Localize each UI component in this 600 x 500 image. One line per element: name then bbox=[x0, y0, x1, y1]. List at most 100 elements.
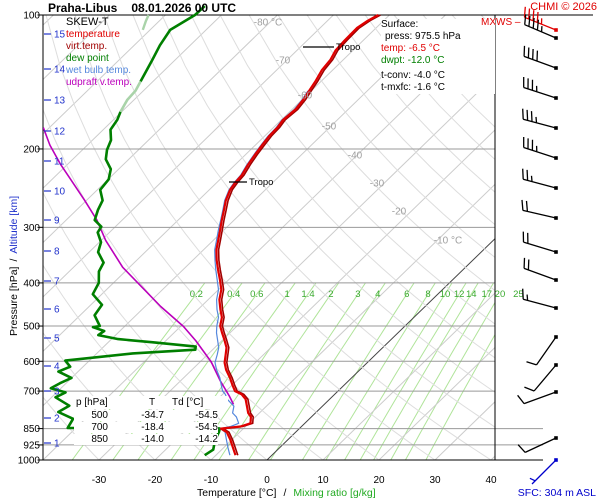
dewpoint-pale-mid-curve bbox=[119, 80, 142, 113]
table-row: 850 -14.0 -14.2 bbox=[74, 434, 228, 445]
pressure-tick-label: 700 bbox=[23, 387, 40, 398]
altitude-tick-label: 10 bbox=[54, 187, 66, 198]
temp-tick-label: 30 bbox=[429, 475, 441, 486]
tropopause-markers bbox=[229, 46, 334, 183]
wind-barb bbox=[523, 45, 557, 69]
wind-barb bbox=[517, 437, 557, 453]
surface-wind bbox=[529, 459, 557, 485]
temp-tick-label: -10 bbox=[204, 475, 219, 486]
max-wind bbox=[523, 6, 557, 31]
legend-item-updraft: udpraft v.temp. bbox=[66, 77, 132, 88]
surface-title: Surface: bbox=[381, 19, 419, 30]
wind-barb bbox=[522, 168, 557, 189]
isotherm-label: -40 bbox=[348, 151, 363, 162]
mixing-ratio-label: 2 bbox=[328, 289, 333, 300]
altitude-tick-label: 13 bbox=[54, 96, 66, 107]
pressure-tick-label: 925 bbox=[23, 440, 40, 451]
surface-dewpoint: dwpt: -12.0 °C bbox=[381, 55, 445, 66]
altitude-tick-label: 3 bbox=[54, 387, 60, 398]
altitude-tick-label: 14 bbox=[54, 65, 66, 76]
temp-tick-label: 10 bbox=[317, 475, 329, 486]
wind-barb bbox=[524, 14, 557, 39]
x-axis-title: Temperature [°C] / Mixing ratio [g/kg] bbox=[197, 487, 376, 499]
legend-item-temperature: temperature bbox=[66, 29, 120, 40]
isotherm-label: -20 bbox=[392, 207, 407, 218]
mixing-ratio-label: 1 bbox=[285, 289, 290, 300]
dewpoint-upper-curve bbox=[139, 5, 206, 83]
isotherm-label: -80 °C bbox=[254, 18, 282, 29]
legend-item-wet-bulb: wet bulb temp. bbox=[66, 65, 132, 76]
updraft-virtual-temperature-curve bbox=[43, 127, 235, 405]
wind-barb bbox=[523, 257, 557, 281]
mixing-ratio-label: 12 bbox=[454, 289, 465, 300]
altitude-tick-label: 9 bbox=[54, 216, 60, 227]
legend-title: SKEW-T bbox=[66, 16, 109, 28]
mxws-label: MXWS – bbox=[481, 17, 521, 28]
wind-barb bbox=[522, 288, 557, 309]
legend-item-dew-point: dew point bbox=[66, 53, 109, 64]
col-temperature: T bbox=[148, 397, 156, 408]
mixing-ratio-label: 8 bbox=[425, 289, 430, 300]
plot-border bbox=[42, 14, 593, 461]
altitude-tick-label: 5 bbox=[54, 334, 60, 345]
mixing-ratio-label: 25 bbox=[513, 289, 524, 300]
mixing-ratio-label: 4 bbox=[375, 289, 380, 300]
pressure-tick-label: 850 bbox=[23, 424, 40, 435]
mixing-ratio-label: 3 bbox=[355, 289, 360, 300]
dewpoint-pale-top-curve bbox=[141, 14, 150, 31]
wind-barb bbox=[524, 364, 557, 392]
altitude-tick-label: 8 bbox=[54, 247, 60, 258]
isotherm-label: -10 °C bbox=[434, 236, 462, 247]
sounding-datetime: 08.01.2026 00 UTC bbox=[131, 1, 237, 15]
isotherm-label: -30 bbox=[370, 179, 385, 190]
page-title: Praha-Libus 08.01.2026 00 UTC bbox=[48, 1, 236, 15]
sounding-curves bbox=[43, 5, 381, 457]
legend: SKEW-T temperature virt.temp. dew point … bbox=[66, 16, 132, 89]
pressure-tick-label: 300 bbox=[23, 223, 40, 234]
surface-info-box: Surface: press: 975.5 hPa temp: -6.5 °C … bbox=[381, 19, 495, 94]
surface-tconv: t-conv: -4.0 °C bbox=[381, 70, 446, 81]
pressure-tick-label: 1000 bbox=[18, 456, 41, 467]
wind-barbs bbox=[517, 6, 558, 485]
altitude-tick-label: 6 bbox=[54, 305, 60, 316]
col-dewpoint: Td [°C] bbox=[172, 397, 204, 408]
pressure-tick-label: 400 bbox=[23, 278, 40, 289]
altitude-tick-label: 4 bbox=[54, 362, 60, 373]
x-title-mixing-ratio: Mixing ratio [g/kg] bbox=[293, 487, 376, 499]
altitude-tick-label: 7 bbox=[54, 277, 60, 288]
isotherm-label: -50 bbox=[322, 122, 337, 133]
mixing-ratio-label: 14 bbox=[466, 289, 477, 300]
wind-barb bbox=[522, 231, 557, 253]
col-pressure: p [hPa] bbox=[76, 397, 108, 408]
isotherm-label: -70 bbox=[276, 56, 291, 67]
wind-barb bbox=[523, 137, 557, 159]
mixing-ratio-label: 10 bbox=[440, 289, 451, 300]
pressure-tick-label: 600 bbox=[23, 357, 40, 368]
temp-tick-label: 20 bbox=[373, 475, 385, 486]
temp-tick-label: 40 bbox=[485, 475, 497, 486]
table-header: p [hPa] T Td [°C] bbox=[74, 396, 228, 409]
mixing-ratio-label: 17 bbox=[481, 289, 492, 300]
surface-elevation-label: SFC: 304 m ASL bbox=[517, 487, 596, 499]
y-title-pressure: Pressure [hPa] bbox=[8, 266, 20, 336]
wind-barb bbox=[522, 108, 557, 129]
wind-barb bbox=[523, 77, 557, 99]
wind-barb bbox=[526, 336, 557, 366]
pressure-tick-label: 500 bbox=[23, 322, 40, 333]
credit-label: CHMI © 2026 bbox=[530, 1, 597, 13]
x-title-temperature: Temperature [°C] bbox=[197, 487, 277, 499]
surface-pressure: press: 975.5 hPa bbox=[385, 31, 461, 42]
y-axis-title: Pressure [hPa]/Altitude [km] bbox=[8, 195, 20, 336]
legend-item-virt-temp: virt.temp. bbox=[66, 41, 108, 52]
isotherm-label: -60 bbox=[298, 91, 313, 102]
table-row: 500 -34.7 -54.5 bbox=[74, 410, 228, 421]
station-name: Praha-Libus bbox=[48, 1, 118, 15]
altitude-tick-label: 15 bbox=[54, 30, 66, 41]
altitude-tick-label: 1 bbox=[54, 439, 60, 450]
virtual-temp-curve bbox=[217, 14, 381, 456]
mixing-ratio-label: 0.6 bbox=[250, 289, 263, 300]
mixing-ratio-label: 6 bbox=[404, 289, 409, 300]
